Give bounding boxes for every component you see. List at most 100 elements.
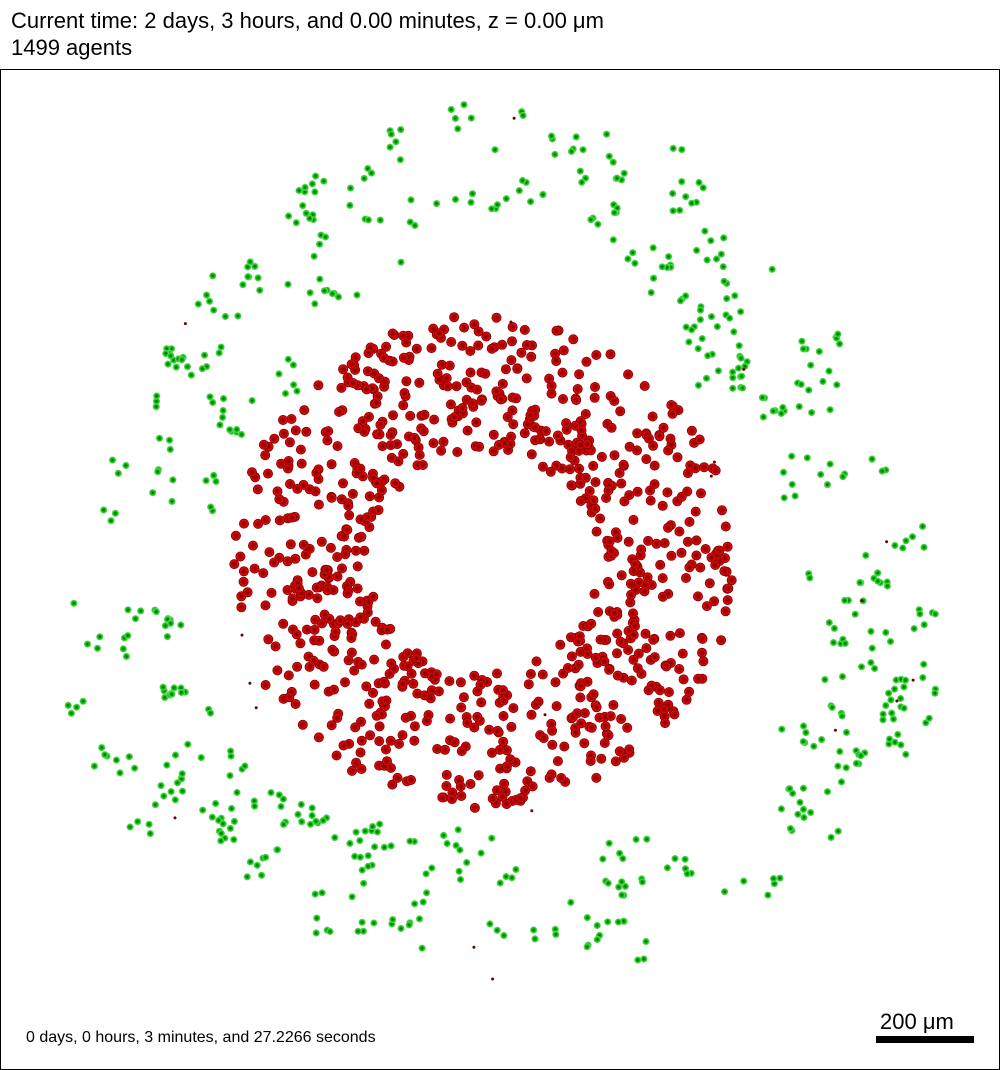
red-cell: [323, 426, 334, 437]
green-cell: [178, 356, 186, 364]
red-cell: [312, 593, 323, 604]
current-time-label: Current time: 2 days, 3 hours, and 0.00 …: [11, 8, 604, 33]
red-cell: [442, 381, 453, 392]
red-cell: [285, 479, 295, 489]
green-cell: [807, 808, 815, 817]
red-cell: [236, 602, 247, 613]
red-cell: [636, 668, 647, 679]
green-cell: [279, 795, 287, 803]
green-cell: [155, 434, 164, 442]
red-cell: [300, 549, 311, 560]
green-cell: [818, 736, 826, 744]
green-cell: [593, 935, 601, 944]
green-cell: [168, 497, 176, 505]
red-cell: [511, 393, 522, 404]
green-cell: [320, 287, 328, 295]
green-cell: [874, 569, 882, 577]
green-cell: [194, 300, 202, 308]
green-cell: [826, 460, 834, 468]
red-cell: [630, 558, 641, 569]
green-cell: [701, 227, 709, 235]
green-cell: [455, 867, 463, 875]
red-cell: [462, 718, 473, 728]
green-cell: [512, 865, 520, 874]
red-cell: [684, 562, 695, 573]
red-cell: [433, 686, 444, 697]
red-cell: [397, 730, 408, 741]
green-cell: [170, 684, 178, 692]
green-cell: [463, 858, 471, 867]
green-cell: [389, 916, 397, 924]
red-cell: [347, 488, 358, 499]
red-cell: [582, 439, 593, 450]
red-cell: [642, 572, 653, 583]
green-cell: [721, 888, 729, 896]
green-cell: [226, 824, 234, 833]
green-cell: [313, 914, 321, 922]
red-cell: [726, 575, 737, 586]
red-cell: [574, 369, 585, 380]
red-cell: [657, 500, 668, 511]
green-cell: [888, 709, 896, 717]
red-cell: [623, 626, 634, 636]
green-cell: [284, 280, 292, 288]
green-cell: [352, 828, 360, 836]
red-cell: [322, 435, 333, 446]
red-cell: [558, 394, 568, 404]
red-cell: [591, 526, 602, 537]
red-cell: [469, 722, 480, 733]
green-cell: [616, 849, 624, 857]
red-cell: [609, 396, 620, 406]
green-cell: [920, 621, 928, 629]
red-cell: [441, 769, 452, 780]
red-cell: [594, 712, 605, 723]
red-cell: [530, 422, 541, 433]
green-cell: [477, 849, 485, 857]
green-cell: [629, 249, 637, 257]
green-cell: [688, 199, 696, 207]
green-cell: [215, 349, 223, 357]
green-cell: [239, 281, 247, 289]
red-cell: [575, 681, 586, 692]
red-cell: [492, 668, 502, 679]
green-cell: [867, 659, 875, 667]
red-cell: [558, 345, 569, 356]
red-cell: [292, 483, 303, 494]
green-cell: [886, 637, 895, 646]
red-cell: [278, 618, 289, 629]
red-cell: [626, 589, 637, 600]
red-cell: [605, 349, 616, 360]
red-cell: [499, 778, 510, 789]
red-cell: [426, 343, 437, 354]
red-cell: [586, 722, 597, 733]
green-cell: [285, 212, 293, 220]
red-cell: [568, 334, 579, 345]
green-cell: [226, 772, 234, 780]
green-cell: [500, 931, 508, 940]
red-cell: [722, 541, 733, 552]
green-cell: [669, 207, 677, 215]
green-cell: [131, 615, 140, 623]
green-cell: [768, 265, 776, 273]
green-cell: [808, 409, 816, 417]
red-cell: [471, 417, 482, 428]
red-cell: [714, 545, 725, 556]
red-cell: [356, 764, 367, 774]
green-cell: [253, 861, 261, 869]
red-cell: [720, 521, 731, 532]
red-cell: [612, 670, 623, 681]
red-cell: [272, 486, 283, 497]
red-cell: [278, 415, 288, 425]
red-cell: [512, 363, 523, 374]
red-cell: [361, 681, 372, 692]
green-cell: [292, 219, 300, 227]
green-cell: [226, 426, 234, 434]
green-cell: [371, 843, 379, 851]
red-cell: [248, 540, 258, 551]
green-cell: [578, 178, 586, 186]
green-cell: [152, 397, 161, 405]
red-cell: [616, 570, 627, 581]
green-cell: [386, 143, 394, 151]
red-cell: [717, 505, 727, 516]
red-cell: [544, 772, 555, 783]
